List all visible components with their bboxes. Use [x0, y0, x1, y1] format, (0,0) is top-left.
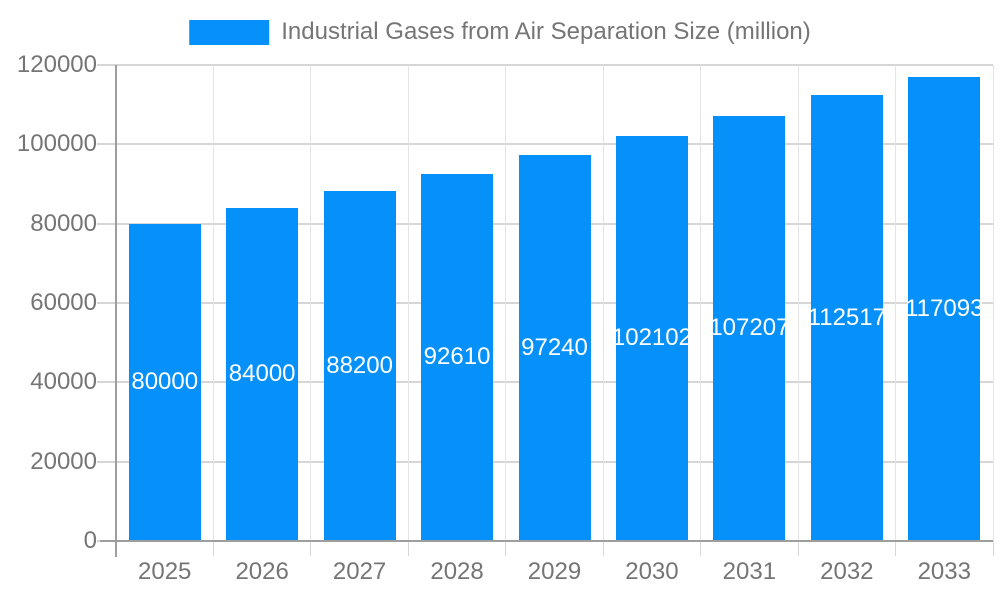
x-axis-tick — [700, 541, 702, 556]
bar-value-label: 80000 — [131, 368, 199, 396]
y-tick-label: 120000 — [16, 51, 97, 78]
x-tick-label: 2026 — [235, 558, 289, 585]
y-axis-tick — [97, 64, 116, 66]
y-tick-label: 20000 — [30, 447, 97, 475]
y-axis-line — [115, 65, 117, 557]
bar-value-label: 97240 — [521, 334, 588, 362]
x-axis-tick — [212, 541, 214, 556]
bar[interactable] — [226, 207, 299, 541]
x-tick-label: 2025 — [138, 558, 192, 585]
y-tick-label: 0 — [83, 527, 97, 554]
bar[interactable] — [128, 223, 201, 541]
chart-legend[interactable]: Industrial Gases from Air Separation Siz… — [189, 18, 811, 46]
bar[interactable] — [323, 191, 396, 541]
y-tick-label: 40000 — [30, 368, 97, 396]
x-axis-line — [100, 540, 993, 542]
bar[interactable] — [810, 94, 883, 541]
x-tick-label: 2027 — [332, 558, 387, 585]
bar-value-label: 84000 — [228, 360, 296, 388]
y-axis-tick — [97, 302, 116, 304]
bar-value-label: 112517 — [807, 303, 886, 331]
y-axis-tick — [97, 460, 116, 463]
bar-value-label: 88200 — [326, 352, 393, 380]
gridline-v — [602, 65, 604, 541]
bar-value-label: 92610 — [423, 343, 491, 371]
x-axis-tick — [992, 541, 994, 556]
bar-value-label: 107207 — [709, 314, 790, 342]
y-tick-label: 100000 — [16, 130, 97, 158]
y-tick-label: 60000 — [30, 289, 97, 316]
bar[interactable] — [713, 115, 786, 541]
bar[interactable] — [615, 135, 688, 541]
gridline-v — [310, 65, 312, 541]
gridline-v — [895, 65, 897, 541]
x-tick-label: 2033 — [917, 558, 971, 585]
gridline-v — [505, 65, 507, 541]
legend-swatch — [189, 19, 270, 45]
gridline-v — [212, 65, 214, 541]
x-axis-tick — [797, 541, 799, 556]
x-tick-label: 2032 — [820, 558, 874, 585]
x-axis-tick — [602, 541, 604, 556]
bar-value-label: 117093 — [905, 294, 984, 322]
gridline-v — [992, 65, 994, 541]
x-axis-tick — [310, 541, 312, 556]
gridline-v — [700, 65, 702, 541]
y-axis-tick — [97, 381, 116, 384]
bar-value-label: 102102 — [611, 324, 692, 352]
x-tick-label: 2028 — [430, 558, 484, 585]
gridline-h — [116, 143, 993, 146]
gridline-v — [797, 65, 799, 541]
y-tick-label: 80000 — [30, 209, 97, 237]
x-tick-label: 2029 — [527, 558, 582, 585]
gridline-h — [116, 64, 993, 66]
y-axis-tick — [97, 143, 116, 146]
x-tick-label: 2031 — [722, 558, 777, 585]
x-tick-label: 2030 — [625, 558, 679, 585]
x-axis-tick — [505, 541, 507, 556]
bar[interactable] — [518, 155, 591, 541]
x-axis-tick — [895, 541, 897, 556]
x-axis-tick — [407, 541, 409, 556]
y-axis-tick — [97, 222, 116, 225]
bar[interactable] — [908, 76, 981, 541]
legend-label: Industrial Gases from Air Separation Siz… — [281, 18, 811, 45]
bar[interactable] — [421, 173, 494, 541]
gridline-v — [407, 65, 409, 541]
